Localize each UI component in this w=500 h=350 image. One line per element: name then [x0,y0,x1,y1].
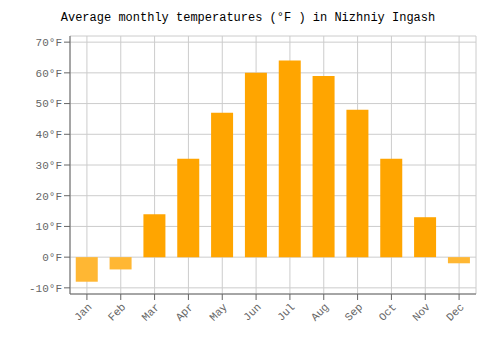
svg-text:Mar: Mar [140,301,162,323]
svg-text:60°F: 60°F [36,68,62,80]
svg-text:70°F: 70°F [36,37,62,49]
svg-text:50°F: 50°F [36,98,62,110]
svg-text:30°F: 30°F [36,160,62,172]
svg-text:Apr: Apr [174,301,196,323]
svg-text:Jan: Jan [72,301,94,323]
svg-text:Feb: Feb [106,301,128,323]
svg-text:Sep: Sep [343,301,365,323]
svg-text:0°F: 0°F [42,252,62,264]
svg-text:Nov: Nov [410,301,433,324]
svg-text:May: May [207,301,230,324]
svg-text:Oct: Oct [377,301,399,323]
svg-text:10°F: 10°F [36,221,62,233]
svg-text:-10°F: -10°F [29,283,62,295]
svg-text:20°F: 20°F [36,191,62,203]
svg-text:Jul: Jul [275,301,297,323]
html-text:Average monthly temperatures (: Average monthly temperatures (°F ) in Ni… [60,11,436,25]
svg-text:40°F: 40°F [36,129,62,141]
svg-text:Jun: Jun [241,301,263,323]
svg-text:Dec: Dec [444,301,466,323]
svg-text:Aug: Aug [309,301,331,323]
